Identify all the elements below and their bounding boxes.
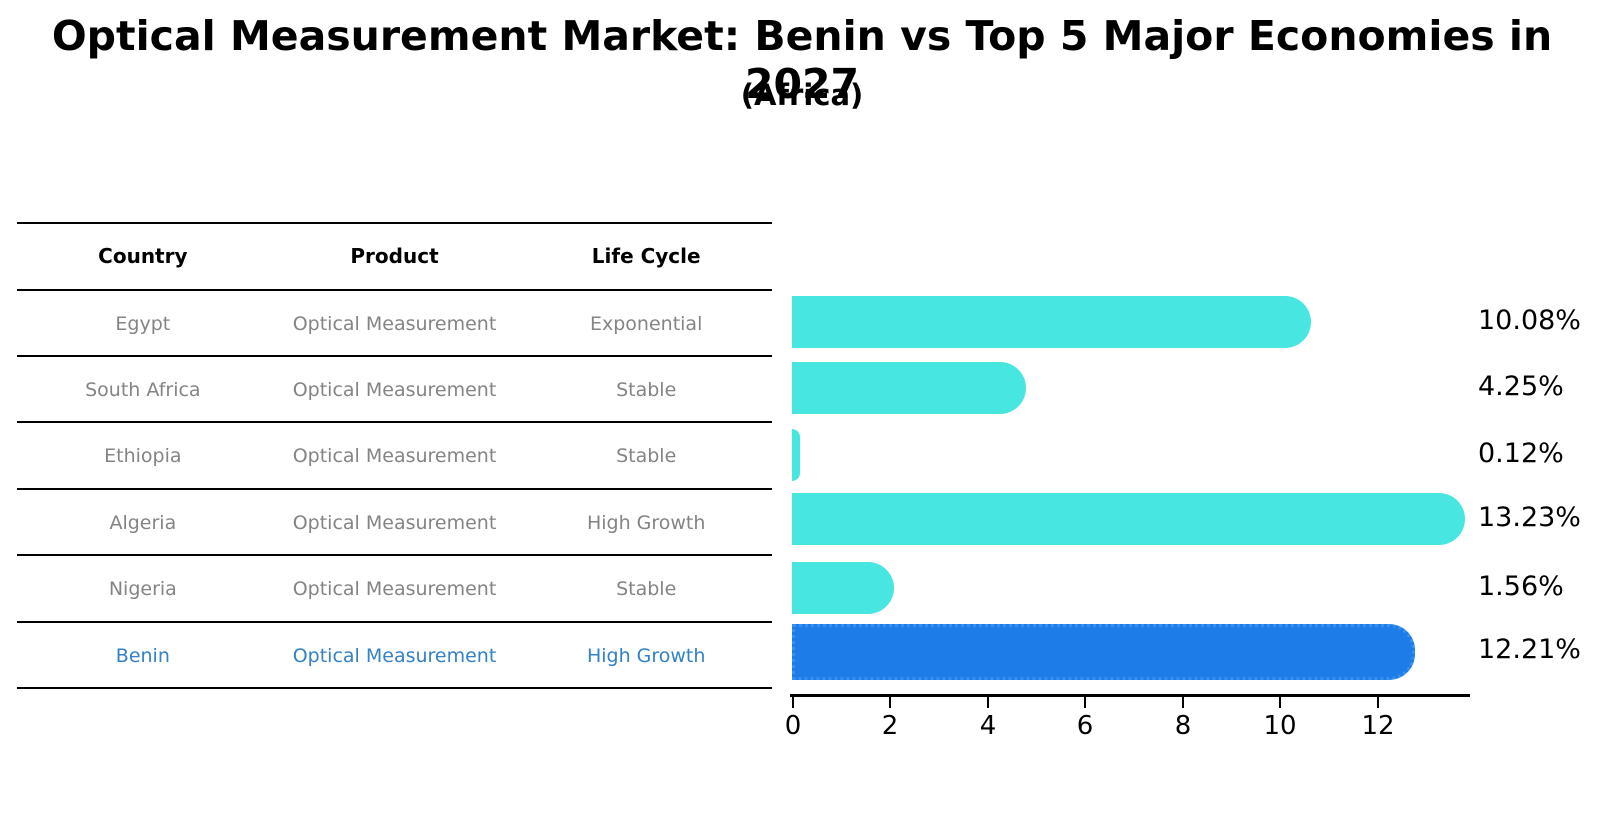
table-rule <box>17 355 772 357</box>
country-cell: Algeria <box>109 511 177 534</box>
chart-subtitle: (Africa) <box>740 78 864 112</box>
life-cycle-cell: Stable <box>616 378 677 401</box>
x-tick <box>987 697 989 708</box>
product-cell: Optical Measurement <box>292 444 497 467</box>
country-cell: Nigeria <box>108 577 177 600</box>
value-label: 10.08% <box>1478 305 1581 336</box>
value-label: 12.21% <box>1478 634 1581 665</box>
table-row: Egypt Optical Measurement Exponential <box>17 291 772 356</box>
country-cell: Ethiopia <box>104 444 182 467</box>
country-cell: South Africa <box>85 378 201 401</box>
table-rule <box>17 621 772 623</box>
x-tick-label: 12 <box>1361 711 1395 741</box>
life-cycle-cell: Exponential <box>590 312 703 335</box>
table-row: Nigeria Optical Measurement Stable <box>17 556 772 621</box>
table-rule <box>17 488 772 490</box>
bar-ethiopia <box>792 429 800 481</box>
life-cycle-cell: High Growth <box>586 644 706 667</box>
life-cycle-cell: High Growth <box>586 511 706 534</box>
table-rule <box>17 222 772 224</box>
table-rule <box>17 687 772 689</box>
x-tick <box>1377 697 1379 708</box>
x-tick <box>1279 697 1281 708</box>
bar-egypt <box>792 296 1311 348</box>
bar-nigeria <box>792 562 895 614</box>
x-tick <box>792 697 794 708</box>
life-cycle-cell: Stable <box>616 577 677 600</box>
table-rule <box>17 554 772 556</box>
product-cell: Optical Measurement <box>292 511 497 534</box>
product-cell: Optical Measurement <box>292 312 497 335</box>
x-tick <box>1084 697 1086 708</box>
x-tick-label: 0 <box>784 711 802 741</box>
x-axis-spine <box>790 694 1470 697</box>
life-cycle-cell: Stable <box>616 444 677 467</box>
x-tick-label: 2 <box>881 711 899 741</box>
table-rule <box>17 289 772 291</box>
value-label: 13.23% <box>1478 502 1581 533</box>
bar-south-africa <box>792 362 1026 414</box>
bar-benin-highlighted <box>792 624 1416 680</box>
table-rule <box>17 421 772 423</box>
value-label: 0.12% <box>1478 438 1564 469</box>
table-header-row: Country Product Life Cycle <box>17 223 772 289</box>
table-row: South Africa Optical Measurement Stable <box>17 357 772 422</box>
product-cell: Optical Measurement <box>292 577 497 600</box>
table-row: Algeria Optical Measurement High Growth <box>17 490 772 555</box>
product-cell: Optical Measurement <box>292 644 497 667</box>
x-tick-label: 6 <box>1076 711 1094 741</box>
country-cell: Benin <box>115 644 170 667</box>
x-tick <box>1182 697 1184 708</box>
table-row: Ethiopia Optical Measurement Stable <box>17 423 772 488</box>
table-row-benin-highlighted: Benin Optical Measurement High Growth <box>17 623 772 688</box>
country-cell: Egypt <box>115 312 171 335</box>
chart-title: Optical Measurement Market: Benin vs Top… <box>51 12 1553 108</box>
column-header-country: Country <box>98 244 188 268</box>
column-header-life-cycle: Life Cycle <box>591 244 701 268</box>
x-tick-label: 10 <box>1263 711 1297 741</box>
bar-algeria <box>792 493 1465 545</box>
value-label: 4.25% <box>1478 371 1564 402</box>
product-cell: Optical Measurement <box>292 378 497 401</box>
value-label: 1.56% <box>1478 571 1564 602</box>
x-tick-label: 8 <box>1174 711 1192 741</box>
x-tick-label: 4 <box>979 711 997 741</box>
column-header-product: Product <box>350 244 439 268</box>
x-tick <box>889 697 891 708</box>
